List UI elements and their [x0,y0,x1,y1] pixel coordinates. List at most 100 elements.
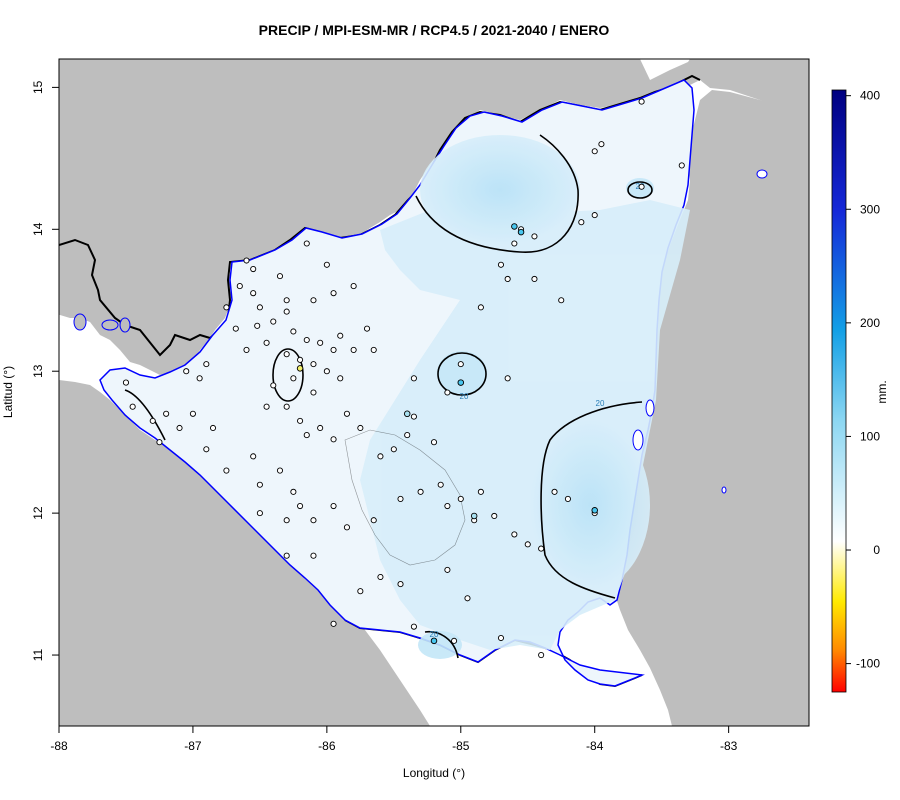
legend-tick-label: 400 [860,89,880,103]
y-tick-label: 12 [31,506,45,520]
station-marker [290,488,297,495]
station-marker [263,403,270,410]
station-marker [323,368,330,375]
station-marker [310,517,317,524]
station-marker [297,502,304,510]
station-marker [410,623,417,630]
station-marker [256,304,263,311]
station-marker [254,322,261,329]
precip-shading [360,135,690,659]
shade-south-blob [418,631,462,659]
station-marker [558,297,565,304]
station-marker [444,566,451,573]
station-marker [317,339,324,346]
station-marker [129,403,136,410]
contour-north [415,134,579,253]
contour-northeast [627,181,653,199]
station-marker [363,325,371,332]
station-marker [551,488,558,495]
station-marker [203,446,210,453]
map-plot: 20 20 20 20 [59,59,809,726]
station-marker [317,424,324,432]
station-marker [330,502,337,510]
legend-unit: mm. [875,380,889,403]
station-marker [430,439,438,446]
station-marker [477,304,484,311]
x-tick-label: -88 [50,739,68,753]
station-marker [598,141,605,148]
station-marker [638,183,645,190]
station-marker [504,275,511,283]
station-marker [538,651,545,659]
legend-tick-label: 100 [860,429,880,443]
y-tick-label: 13 [31,364,45,378]
x-tick-label: -83 [720,739,738,753]
station-marker [283,517,290,524]
station-marker-colored [517,228,525,236]
station-marker [310,361,317,368]
station-marker [283,351,290,358]
x-tick-label: -86 [318,739,336,753]
station-marker [377,453,384,460]
station-marker [330,290,337,297]
station-marker [504,375,511,382]
station-marker [276,467,284,474]
station-marker [377,573,384,581]
station-marker [491,512,498,520]
station-marker-colored [591,507,598,514]
legend-tick-label: 200 [860,316,880,330]
costa-rica-land-east [615,90,809,726]
station-marker [122,379,130,386]
contour-gulf [124,389,166,441]
station-marker [678,162,685,169]
station-marker [310,297,317,304]
station-marker [511,531,518,538]
station-marker [163,410,170,417]
station-marker [283,552,290,559]
station-marker [243,346,250,353]
station-marker [149,417,156,424]
x-axis-label: Longitud (°) [403,766,465,780]
station-marker [283,308,290,315]
coastal-islands [632,169,768,494]
station-marker [343,410,350,417]
station-marker [283,403,290,410]
contour-label: 20 [430,630,439,639]
station-marker [451,637,458,644]
legend-tick-label: 0 [873,543,880,557]
station-marker [256,510,263,517]
station-marker [390,446,397,453]
station-marker [497,634,505,642]
station-marker [297,417,304,424]
station-marker [444,389,451,396]
shade-southeast-blob [530,420,650,590]
shade-north-blob [420,135,580,245]
station-marker [189,410,196,417]
honduras-land [59,59,809,375]
x-tick-label: -84 [586,739,604,753]
station-marker [223,467,230,474]
station-marker [330,620,337,627]
station-marker-colored [403,410,411,418]
station-marker [276,273,284,280]
x-tick-label: -85 [452,739,470,753]
legend-tick-label: 300 [860,202,880,216]
station-marker [250,265,257,273]
station-marker [209,424,217,432]
station-marker-colored [511,223,518,230]
station-marker [410,375,417,382]
station-marker [270,382,277,389]
station-marker [464,595,471,602]
y-axis: 11 12 13 14 15 Latitud (°) [1,80,59,661]
station-marker-colored [296,365,304,372]
station-marker [638,98,645,105]
contour-label: 20 [596,399,605,408]
contour-lines [124,134,653,659]
x-axis: -88 -87 -86 -85 -84 -83 Longitud (°) [50,725,809,780]
station-marker [156,439,163,446]
station-marker [564,495,571,502]
station-marker [444,502,451,510]
station-marker [330,436,337,443]
station-marker [350,283,357,290]
legend-colorbar [831,89,847,693]
